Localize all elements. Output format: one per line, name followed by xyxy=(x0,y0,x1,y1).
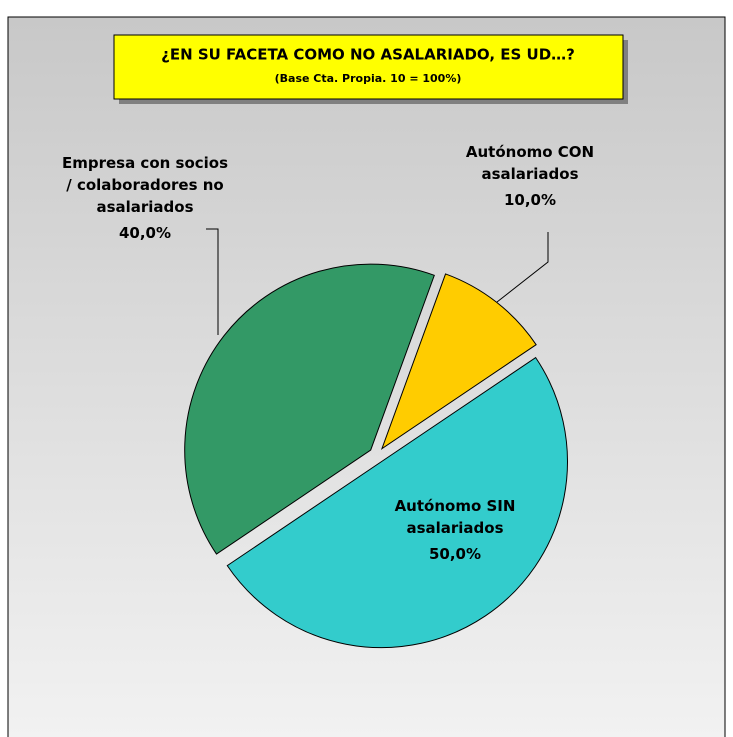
category-label: Autónomo CON asalariados xyxy=(465,143,595,183)
pie-slice xyxy=(380,273,537,450)
pie-slice xyxy=(184,263,435,555)
category-label: Autónomo SIN asalariados xyxy=(394,497,516,537)
chart-subtitle: (Base Cta. Propia. 10 = 100%) xyxy=(275,72,462,85)
value-label: 10,0% xyxy=(503,191,557,209)
leader-line xyxy=(206,228,219,335)
value-label: 50,0% xyxy=(428,545,482,563)
value-label: 40,0% xyxy=(118,224,172,242)
pie-slice xyxy=(226,356,568,649)
chart-title: ¿EN SU FACETA COMO NO ASALARIADO, ES UD…… xyxy=(161,46,575,64)
leader-line xyxy=(496,232,549,303)
title-box xyxy=(113,34,624,100)
slice-label: Empresa con socios / colaboradores no as… xyxy=(60,152,230,244)
category-label: Empresa con socios / colaboradores no as… xyxy=(61,154,229,216)
slice-label: Autónomo CON asalariados 10,0% xyxy=(455,141,605,211)
slice-label: Autónomo SIN asalariados 50,0% xyxy=(370,495,540,565)
